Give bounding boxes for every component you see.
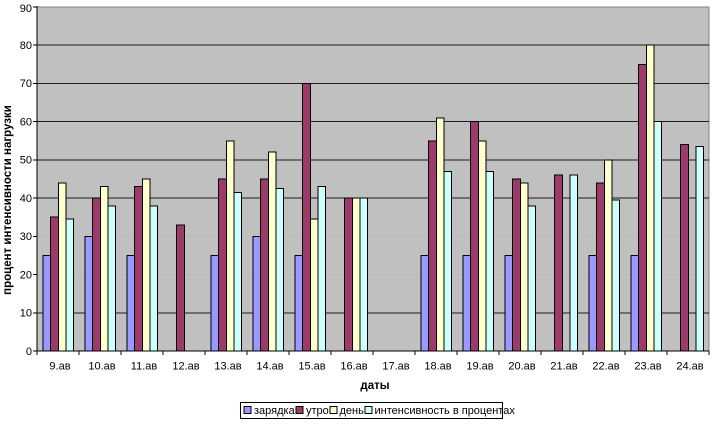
svg-text:даты: даты	[360, 380, 389, 392]
svg-text:80: 80	[20, 40, 32, 52]
svg-text:20.ав: 20.ав	[508, 361, 535, 373]
svg-text:24.ав: 24.ав	[676, 361, 703, 373]
svg-text:9.ав: 9.ав	[49, 361, 70, 373]
svg-text:16.ав: 16.ав	[340, 361, 367, 373]
svg-text:21.ав: 21.ав	[550, 361, 577, 373]
svg-text:22.ав: 22.ав	[592, 361, 619, 373]
svg-text:12.ав: 12.ав	[172, 361, 199, 373]
svg-text:23.ав: 23.ав	[634, 361, 661, 373]
svg-text:10: 10	[20, 308, 32, 320]
svg-text:17.ав: 17.ав	[382, 361, 409, 373]
svg-text:интенсивность в процентах: интенсивность в процентах	[375, 405, 516, 417]
svg-text:0: 0	[26, 346, 32, 358]
svg-text:процент интенсивности нагрузки: процент интенсивности нагрузки	[2, 105, 14, 295]
svg-text:50: 50	[20, 155, 32, 167]
svg-text:40: 40	[20, 193, 32, 205]
svg-text:30: 30	[20, 231, 32, 243]
svg-text:15.ав: 15.ав	[298, 361, 325, 373]
svg-text:14.ав: 14.ав	[256, 361, 283, 373]
svg-text:зарядка: зарядка	[254, 405, 296, 417]
svg-text:18.ав: 18.ав	[424, 361, 451, 373]
svg-text:19.ав: 19.ав	[466, 361, 493, 373]
svg-text:90: 90	[20, 3, 32, 15]
svg-text:60: 60	[20, 117, 32, 129]
svg-text:13.ав: 13.ав	[214, 361, 241, 373]
svg-text:утро: утро	[306, 405, 329, 417]
svg-text:10.ав: 10.ав	[88, 361, 115, 373]
svg-text:11.ав: 11.ав	[131, 361, 158, 373]
svg-text:20: 20	[20, 269, 32, 281]
svg-text:день: день	[340, 405, 365, 417]
svg-text:70: 70	[20, 78, 32, 90]
